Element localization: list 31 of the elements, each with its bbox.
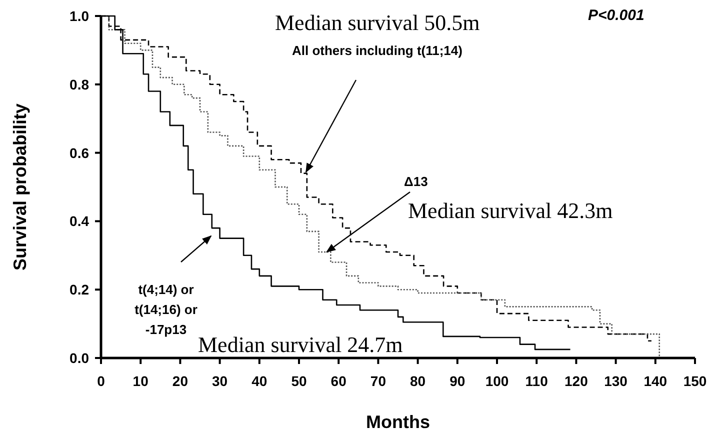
annotation: Median survival 24.7m [198, 332, 403, 357]
x-tick-label: 80 [410, 373, 426, 389]
x-tick-label: 40 [252, 373, 268, 389]
x-tick-label: 10 [132, 373, 149, 389]
y-tick-label: 0.2 [70, 282, 90, 298]
x-tick-label: 100 [485, 373, 509, 389]
annotation: All others including t(11;14) [292, 43, 462, 58]
annotation: Median survival 50.5m [275, 10, 480, 35]
x-axis-title: Months [366, 412, 430, 432]
y-tick-label: 1.0 [70, 8, 90, 24]
y-axis-title: Survival probability [10, 103, 30, 271]
annotation: t(4;14) or t(14;16) or -17p13 [134, 282, 198, 337]
y-tick-label: 0.0 [70, 350, 90, 366]
annotation: Median survival 42.3m [408, 198, 613, 223]
x-tick-label: 120 [564, 373, 588, 389]
x-tick-label: 140 [644, 373, 668, 389]
x-tick-label: 20 [172, 373, 188, 389]
x-tick-label: 0 [97, 373, 106, 389]
x-tick-label: 150 [683, 373, 707, 389]
annotation: Δ13 [404, 174, 428, 189]
y-tick-label: 0.6 [70, 144, 90, 161]
x-tick-label: 30 [212, 373, 228, 389]
x-tick-label: 60 [330, 373, 347, 389]
x-tick-label: 70 [370, 373, 386, 389]
x-tick-label: 50 [291, 373, 307, 389]
x-tick-label: 110 [525, 373, 548, 389]
y-tick-label: 0.4 [70, 213, 90, 230]
x-tick-label: 130 [604, 373, 628, 389]
x-tick-label: 90 [450, 373, 466, 389]
y-tick-label: 0.8 [70, 76, 90, 92]
annotation: P<0.001 [588, 7, 644, 24]
